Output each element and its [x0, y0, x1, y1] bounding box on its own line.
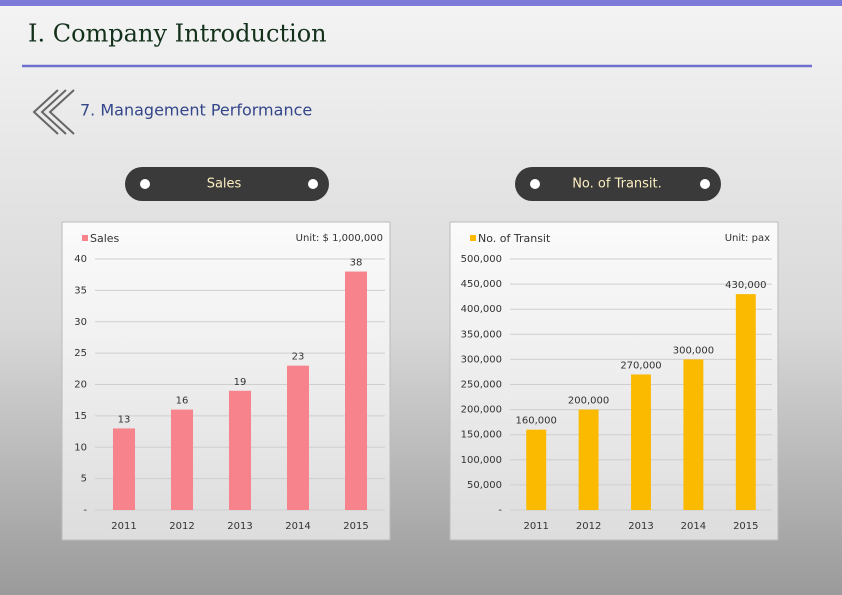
y-tick-label: 20: [74, 380, 87, 391]
bar: [170, 409, 194, 510]
bar: [631, 374, 651, 510]
y-tick-label: 150,000: [461, 430, 502, 441]
legend-swatch: [82, 235, 88, 241]
bar: [228, 390, 252, 510]
y-tick-label: 10: [74, 442, 87, 453]
x-tick-label: 2012: [576, 521, 601, 532]
bar: [578, 409, 599, 510]
y-tick-label: 35: [74, 285, 87, 296]
bar: [286, 365, 310, 510]
chart-panel: [449, 221, 779, 541]
y-tick-label: 30: [74, 317, 87, 328]
x-tick-label: 2015: [343, 521, 368, 532]
y-tick-label: -: [83, 505, 87, 516]
x-tick-label: 2013: [227, 521, 252, 532]
y-tick-label: 200,000: [461, 405, 502, 416]
x-tick-label: 2011: [111, 521, 136, 532]
chart-panel: [61, 221, 391, 541]
data-label: 430,000: [725, 280, 766, 291]
legend-label: No. of Transit: [478, 232, 551, 245]
y-tick-label: 500,000: [461, 254, 502, 265]
y-tick-label: 300,000: [461, 354, 502, 365]
unit-annotation: Unit: $ 1,000,000: [296, 233, 383, 244]
y-tick-label: 400,000: [461, 304, 502, 315]
y-tick-label: 40: [74, 254, 87, 265]
top-bar: [0, 0, 842, 6]
y-tick-label: -: [498, 505, 502, 516]
x-tick-label: 2012: [169, 521, 194, 532]
subtitle: 7. Management Performance: [80, 101, 312, 120]
pill-label: Sales: [207, 177, 242, 192]
data-label: 23: [292, 352, 305, 363]
y-tick-label: 250,000: [461, 380, 502, 391]
data-label: 300,000: [673, 345, 714, 356]
legend-swatch: [470, 235, 476, 241]
data-label: 200,000: [568, 396, 609, 407]
x-tick-label: 2015: [733, 521, 758, 532]
legend-label: Sales: [90, 232, 120, 245]
bar: [112, 428, 136, 510]
data-label: 38: [350, 258, 363, 269]
data-label: 160,000: [516, 416, 557, 427]
data-label: 270,000: [620, 360, 661, 371]
data-label: 19: [234, 377, 247, 388]
x-tick-label: 2014: [681, 521, 706, 532]
chevron-icon: [32, 89, 75, 135]
y-tick-label: 25: [74, 348, 87, 359]
y-tick-label: 5: [81, 474, 87, 485]
y-tick-label: 50,000: [467, 480, 502, 491]
bar: [683, 359, 704, 510]
y-tick-label: 100,000: [461, 455, 502, 466]
y-tick-label: 15: [74, 411, 87, 422]
x-tick-label: 2011: [523, 521, 548, 532]
x-tick-label: 2014: [285, 521, 310, 532]
data-label: 16: [176, 396, 189, 407]
bar: [344, 271, 368, 510]
unit-annotation: Unit: pax: [725, 233, 770, 244]
pill: Sales: [125, 167, 329, 201]
data-label: 13: [118, 414, 131, 425]
pill: No. of Transit.: [515, 167, 721, 201]
x-tick-label: 2013: [628, 521, 653, 532]
y-tick-label: 450,000: [461, 279, 502, 290]
pill-label: No. of Transit.: [572, 177, 662, 192]
bar: [735, 294, 756, 510]
y-tick-label: 350,000: [461, 329, 502, 340]
slide-title: Ⅰ. Company Introduction: [28, 20, 327, 48]
bar: [526, 429, 547, 510]
